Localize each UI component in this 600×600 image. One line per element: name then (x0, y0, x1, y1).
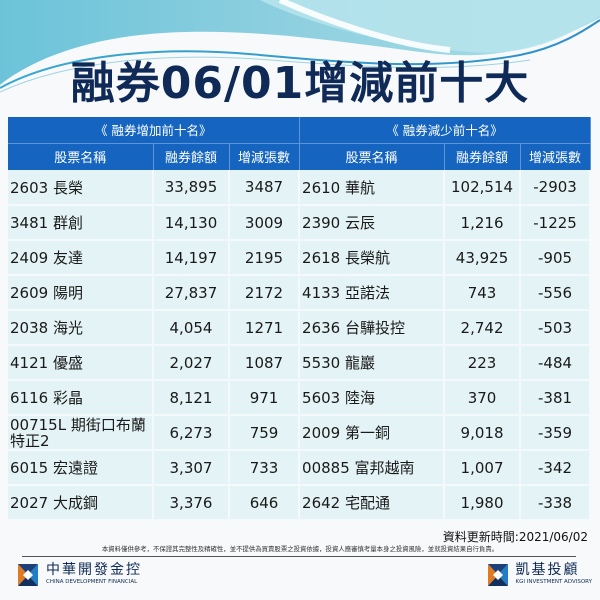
decrease-balance: 2,742 (444, 310, 522, 346)
decrease-change: -556 (520, 275, 592, 311)
col-header-stock-name: 股票名稱 (299, 143, 445, 170)
decrease-balance: 223 (444, 345, 522, 381)
decrease-change: -1225 (520, 205, 592, 241)
increase-balance: 8,121 (153, 380, 230, 416)
table-row: 6015 宏遠證 3,307 733 00885 富邦越南 1,007 -342 (8, 450, 592, 486)
increase-change: 646 (229, 485, 301, 521)
table-row: 4121 優盛 2,027 1087 5530 龍巖 223 -484 (8, 345, 592, 381)
increase-stock-name: 2027 大成鋼 (8, 485, 154, 521)
decrease-change: -905 (520, 240, 592, 276)
update-timestamp: 資料更新時間:2021/06/02 (442, 530, 588, 544)
cdf-logo-icon (18, 563, 38, 586)
decrease-change: -503 (520, 310, 592, 346)
decrease-balance: 1,007 (444, 450, 522, 486)
increase-stock-name: 6116 彩晶 (8, 380, 154, 416)
increase-change: 733 (229, 450, 301, 486)
table-row: 2038 海光 4,054 1271 2636 台驊投控 2,742 -503 (8, 310, 592, 346)
increase-change: 2195 (229, 240, 301, 276)
decrease-change: -484 (520, 345, 592, 381)
increase-stock-name: 6015 宏遠證 (8, 450, 154, 486)
kgi-logo-cn: 凱基投顧 (515, 562, 580, 578)
cdf-logo-en: CHINA DEVELOPMENT FINANCIAL (46, 579, 138, 585)
increase-change: 1271 (229, 310, 301, 346)
increase-balance: 27,837 (153, 275, 230, 311)
col-header-change: 增減張數 (520, 143, 591, 170)
kgi-logo: 凱基投顧 KGI INVESTMENT ADVISORY (487, 562, 592, 586)
header-wave-decoration (0, 0, 600, 93)
increase-stock-name: 3481 群創 (8, 205, 154, 241)
increase-stock-name: 4121 優盛 (8, 345, 154, 381)
increase-stock-name: 2603 長榮 (8, 170, 154, 206)
increase-balance: 4,054 (153, 310, 230, 346)
cdf-logo: 中華開發金控 CHINA DEVELOPMENT FINANCIAL (18, 563, 142, 586)
increase-balance: 14,130 (153, 205, 230, 241)
col-header-change: 增減張數 (229, 143, 300, 170)
table-row: 00715L 期街口布蘭特正2 6,273 759 2009 第一銅 9,018… (8, 415, 592, 451)
decrease-balance: 102,514 (444, 170, 522, 206)
increase-stock-name: 00715L 期街口布蘭特正2 (8, 415, 154, 451)
increase-balance: 3,307 (153, 450, 230, 486)
decrease-change: -359 (520, 415, 592, 451)
increase-balance: 2,027 (153, 345, 230, 381)
col-header-balance: 融券餘額 (153, 143, 230, 170)
increase-balance: 33,895 (153, 170, 230, 206)
decrease-stock-name: 00885 富邦越南 (299, 450, 446, 486)
decrease-balance: 1,216 (444, 205, 522, 241)
increase-change: 1087 (229, 345, 301, 381)
decrease-stock-name: 5530 龍巖 (299, 345, 446, 381)
kgi-logo-en: KGI INVESTMENT ADVISORY (515, 579, 592, 585)
increase-change: 2172 (229, 275, 301, 311)
table-row: 2609 陽明 27,837 2172 4133 亞諾法 743 -556 (8, 275, 592, 311)
decrease-stock-name: 4133 亞諾法 (299, 275, 446, 311)
increase-change: 971 (229, 380, 301, 416)
increase-stock-name: 2609 陽明 (8, 275, 154, 311)
kgi-logo-icon (487, 563, 508, 586)
decrease-balance: 9,018 (444, 415, 522, 451)
decrease-change: -342 (520, 450, 592, 486)
table-row: 2603 長榮 33,895 3487 2610 華航 102,514 -290… (8, 170, 592, 206)
decrease-group-header: 《 融券減少前十名》 (299, 117, 591, 144)
decrease-change: -338 (520, 485, 592, 521)
decrease-stock-name: 2009 第一銅 (299, 415, 446, 451)
decrease-balance: 370 (444, 380, 522, 416)
decrease-balance: 743 (444, 275, 522, 311)
page-title: 融券06/01增減前十大 (70, 58, 530, 109)
decrease-stock-name: 2390 云辰 (299, 205, 446, 241)
footer-divider (22, 556, 576, 557)
decrease-change: -381 (520, 380, 592, 416)
col-header-balance: 融券餘額 (444, 143, 521, 170)
decrease-balance: 43,925 (444, 240, 522, 276)
table-row: 6116 彩晶 8,121 971 5603 陸海 370 -381 (8, 380, 592, 416)
increase-change: 759 (229, 415, 301, 451)
col-header-stock-name: 股票名稱 (8, 143, 154, 170)
decrease-change: -2903 (520, 170, 592, 206)
table-row: 3481 群創 14,130 3009 2390 云辰 1,216 -1225 (8, 205, 592, 241)
increase-group-header: 《 融券增加前十名》 (8, 117, 300, 144)
decrease-stock-name: 2636 台驊投控 (299, 310, 446, 346)
increase-stock-name: 2409 友達 (8, 240, 154, 276)
decrease-balance: 1,980 (444, 485, 522, 521)
increase-balance: 6,273 (153, 415, 230, 451)
table-row: 2027 大成鋼 3,376 646 2642 宅配通 1,980 -338 (8, 485, 592, 521)
cdf-logo-cn: 中華開發金控 (46, 562, 142, 578)
decrease-stock-name: 2642 宅配通 (299, 485, 446, 521)
increase-balance: 3,376 (153, 485, 230, 521)
decrease-stock-name: 5603 陸海 (299, 380, 446, 416)
table-row: 2409 友達 14,197 2195 2618 長榮航 43,925 -905 (8, 240, 592, 276)
short-selling-table: 《 融券增加前十名》 《 融券減少前十名》 股票名稱 融券餘額 增減張數 股票名… (8, 117, 592, 521)
increase-change: 3487 (229, 170, 301, 206)
disclaimer-text: 本資料僅供參考，不保證其完整性及精確性，並不提供為買賣股票之投資依據，投資人應審… (101, 545, 499, 553)
decrease-stock-name: 2618 長榮航 (299, 240, 446, 276)
increase-change: 3009 (229, 205, 301, 241)
decrease-stock-name: 2610 華航 (299, 170, 446, 206)
increase-stock-name: 2038 海光 (8, 310, 154, 346)
increase-balance: 14,197 (153, 240, 230, 276)
